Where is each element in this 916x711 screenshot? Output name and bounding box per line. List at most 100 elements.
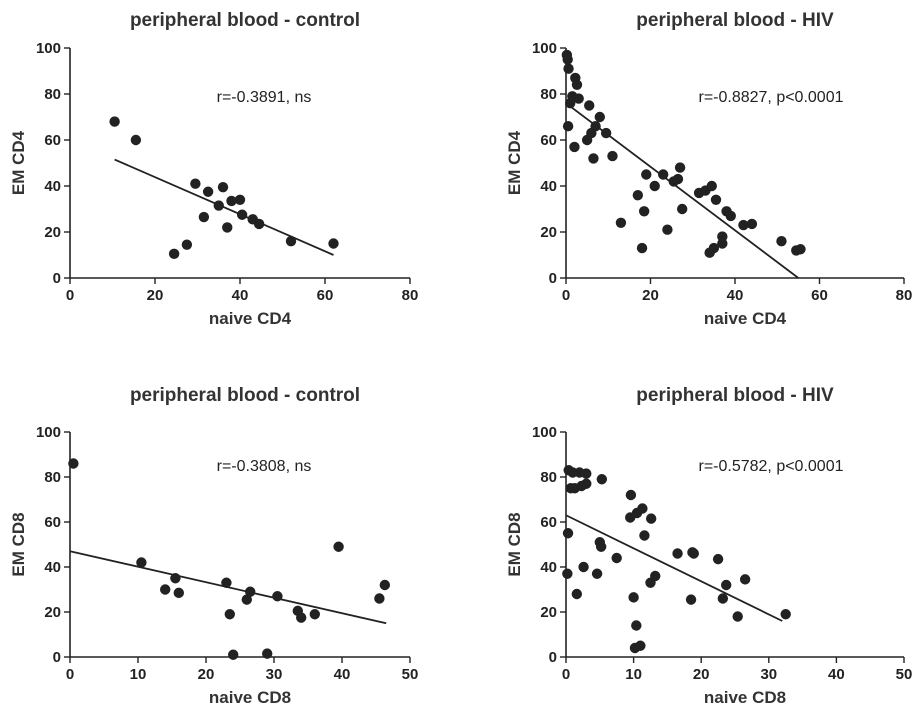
- regression-line: [565, 514, 783, 622]
- data-point: [569, 141, 580, 153]
- data-point: [573, 93, 584, 104]
- x-tick-label: 20: [147, 287, 164, 304]
- y-tick-label: 40: [44, 559, 61, 576]
- data-point: [625, 489, 637, 501]
- data-point: [584, 100, 595, 111]
- x-tick-label: 40: [232, 287, 249, 304]
- y-tick-label: 20: [44, 604, 61, 621]
- data-point: [68, 458, 79, 469]
- data-point: [571, 79, 583, 91]
- data-point: [241, 594, 252, 605]
- panel-title: peripheral blood - control: [130, 385, 360, 406]
- data-point: [217, 181, 229, 193]
- x-tick-label: 60: [317, 287, 334, 304]
- data-point: [213, 200, 224, 211]
- data-point: [285, 236, 297, 247]
- data-point: [226, 195, 237, 207]
- y-tick-label: 100: [36, 424, 61, 441]
- y-axis-label: EM CD4: [9, 130, 28, 195]
- data-point: [253, 218, 265, 230]
- x-tick-label: 80: [402, 287, 419, 304]
- data-point: [712, 553, 724, 565]
- x-tick-label: 10: [625, 666, 642, 683]
- correlation-annotation: r=-0.3891, ns: [217, 89, 312, 106]
- regression-line: [565, 102, 799, 279]
- x-axis-label: naive CD8: [209, 688, 291, 707]
- data-point: [725, 210, 736, 222]
- data-point: [379, 579, 391, 591]
- data-point: [224, 609, 235, 620]
- x-axis-label: naive CD4: [704, 309, 787, 328]
- data-point: [776, 236, 787, 247]
- data-point: [657, 169, 669, 180]
- data-point: [309, 609, 320, 620]
- data-point: [611, 552, 622, 564]
- scatter-panel-1: peripheral blood - control 0 20 40 60 80 100 0 2…: [9, 10, 418, 328]
- data-point: [672, 173, 684, 185]
- data-point: [245, 586, 256, 597]
- y-tick-label: 100: [36, 40, 61, 57]
- data-point: [717, 593, 729, 604]
- data-point: [676, 203, 688, 215]
- data-point: [795, 244, 806, 255]
- data-point: [202, 186, 214, 197]
- data-point: [600, 127, 612, 139]
- panel-title: peripheral blood - HIV: [636, 10, 834, 31]
- x-tick-label: 40: [727, 287, 744, 304]
- y-tick-label: 100: [532, 40, 557, 57]
- data-point: [168, 248, 180, 260]
- data-point: [708, 242, 720, 254]
- x-axis-label: naive CD8: [704, 688, 786, 707]
- x-tick-label: 20: [693, 666, 710, 683]
- data-point: [562, 528, 574, 539]
- data-point: [645, 513, 657, 524]
- data-point: [562, 568, 573, 579]
- data-point: [170, 573, 181, 584]
- x-tick-label: 80: [896, 287, 913, 304]
- y-tick-label: 0: [53, 270, 61, 287]
- data-point: [738, 219, 749, 231]
- y-tick-label: 60: [44, 132, 61, 149]
- data-point: [236, 209, 248, 220]
- scatter-panel-4: peripheral blood - HIV 0 20 40 60 80 100 0 10 20 3…: [505, 385, 912, 707]
- y-tick-label: 20: [540, 224, 557, 241]
- data-point: [639, 530, 650, 541]
- data-point: [674, 162, 686, 173]
- data-point: [739, 574, 751, 585]
- data-point: [578, 561, 589, 573]
- data-point: [641, 169, 652, 180]
- y-tick-label: 20: [44, 224, 61, 241]
- correlation-annotation: r=-0.3808, ns: [217, 458, 312, 475]
- y-tick-label: 60: [540, 132, 557, 149]
- panel-title: peripheral blood - HIV: [636, 385, 834, 406]
- x-tick-label: 20: [198, 666, 215, 683]
- data-point: [173, 587, 184, 599]
- data-point: [221, 577, 232, 588]
- data-point: [296, 612, 307, 623]
- data-point: [234, 194, 246, 205]
- correlation-annotation: r=-0.8827, p<0.0001: [698, 89, 843, 106]
- y-tick-label: 60: [540, 514, 557, 531]
- data-point: [780, 609, 791, 620]
- y-axis-label: EM CD8: [9, 512, 28, 576]
- x-tick-label: 30: [266, 666, 283, 683]
- data-point: [706, 180, 717, 192]
- y-tick-label: 20: [540, 604, 557, 621]
- y-tick-label: 0: [549, 270, 557, 287]
- data-point: [615, 217, 627, 228]
- data-point: [591, 568, 603, 579]
- data-point: [650, 570, 661, 582]
- data-point: [328, 238, 339, 249]
- panel-title: peripheral blood - control: [130, 10, 360, 31]
- data-point: [649, 180, 660, 192]
- y-tick-label: 0: [53, 649, 61, 666]
- data-point: [109, 116, 120, 127]
- x-tick-label: 60: [811, 287, 828, 304]
- x-tick-label: 10: [130, 666, 147, 683]
- data-point: [136, 557, 147, 568]
- x-axis-label: naive CD4: [209, 309, 292, 328]
- y-tick-label: 60: [44, 514, 61, 531]
- data-point: [636, 242, 648, 254]
- y-tick-label: 80: [540, 86, 557, 103]
- y-tick-label: 0: [549, 649, 557, 666]
